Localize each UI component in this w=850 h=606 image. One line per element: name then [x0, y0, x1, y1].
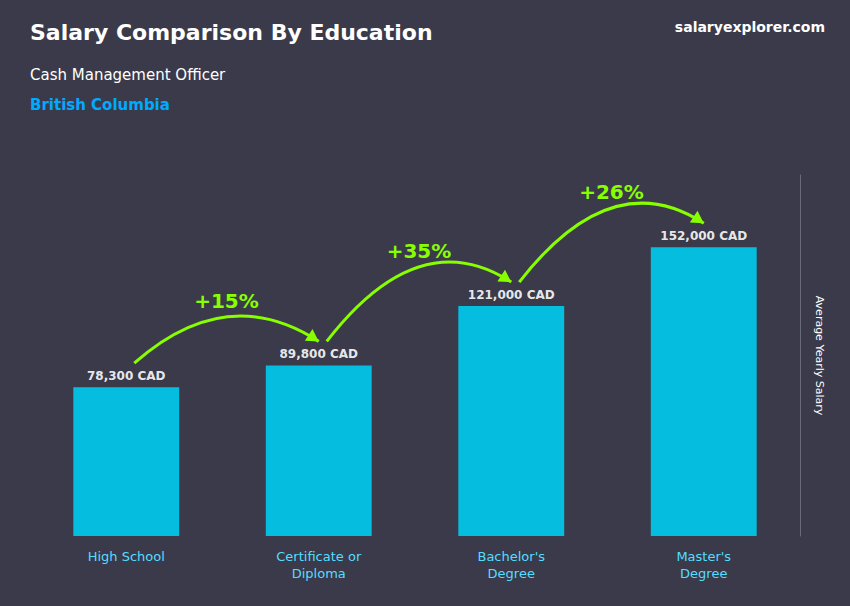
- svg-text:Salary Comparison By Education: Salary Comparison By Education: [30, 20, 433, 45]
- svg-text:89,800 CAD: 89,800 CAD: [279, 347, 358, 361]
- svg-text:Bachelor's: Bachelor's: [477, 549, 545, 564]
- svg-text:+15%: +15%: [194, 289, 259, 313]
- svg-text:British Columbia: British Columbia: [30, 96, 170, 114]
- svg-text:121,000 CAD: 121,000 CAD: [468, 288, 555, 302]
- svg-text:152,000 CAD: 152,000 CAD: [660, 229, 747, 243]
- svg-text:Degree: Degree: [488, 566, 535, 581]
- svg-text:High School: High School: [88, 549, 165, 564]
- svg-text:Master's: Master's: [676, 549, 731, 564]
- svg-text:Diploma: Diploma: [292, 566, 346, 581]
- svg-text:+35%: +35%: [387, 239, 452, 263]
- svg-text:Average Yearly Salary: Average Yearly Salary: [813, 296, 826, 416]
- svg-text:Certificate or: Certificate or: [276, 549, 362, 564]
- svg-text:salaryexplorer.com: salaryexplorer.com: [675, 19, 825, 35]
- svg-text:Degree: Degree: [680, 566, 727, 581]
- svg-text:Cash Management Officer: Cash Management Officer: [30, 66, 226, 84]
- svg-text:78,300 CAD: 78,300 CAD: [87, 369, 166, 383]
- svg-text:+26%: +26%: [579, 180, 644, 204]
